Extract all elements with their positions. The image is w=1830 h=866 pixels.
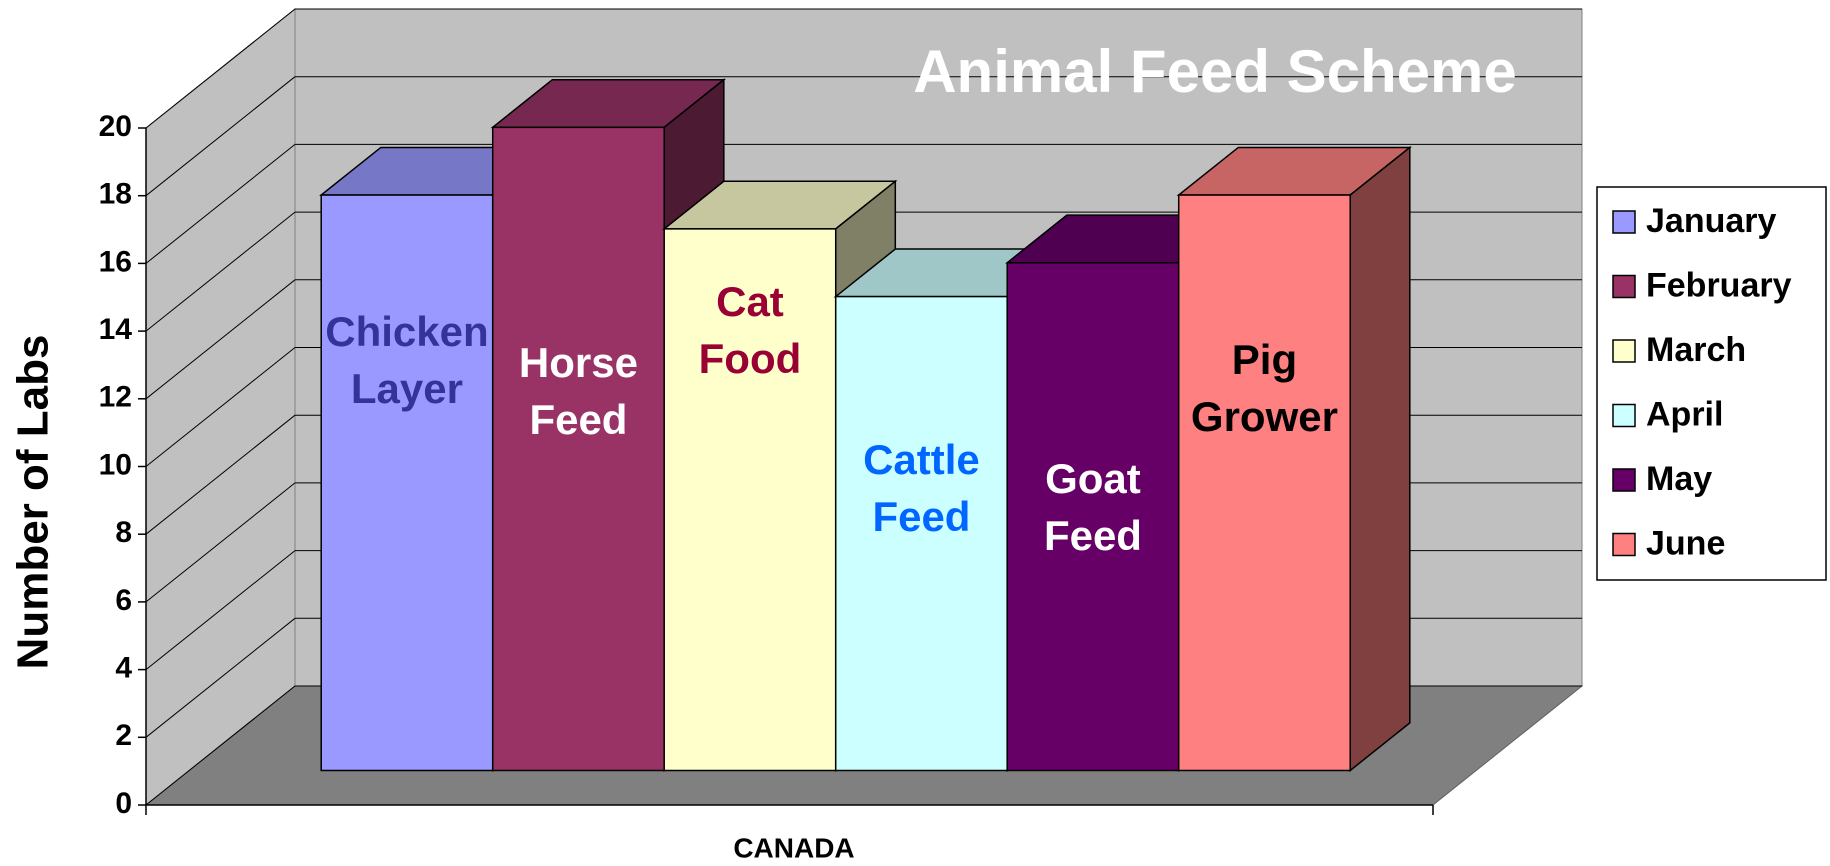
legend-label: May bbox=[1646, 460, 1712, 498]
bar bbox=[1006, 261, 1180, 772]
y-tick-label: 12 bbox=[99, 381, 132, 414]
grid-line bbox=[145, 550, 296, 670]
y-tick-label: 18 bbox=[99, 178, 132, 211]
x-category-label: CANADA bbox=[733, 832, 854, 863]
y-tick-label: 4 bbox=[115, 652, 132, 685]
bar bbox=[663, 228, 837, 772]
legend-label: February bbox=[1646, 266, 1792, 304]
bar-label: Goat bbox=[1045, 455, 1141, 502]
grid-line bbox=[145, 144, 296, 264]
legend-swatch bbox=[1612, 274, 1636, 299]
bar bbox=[1177, 194, 1351, 772]
legend-swatch bbox=[1612, 532, 1636, 557]
legend-label: January bbox=[1646, 202, 1776, 240]
bar-label: Cat bbox=[716, 278, 784, 325]
y-tick-label: 14 bbox=[99, 313, 133, 346]
chart-title: Animal Feed Scheme bbox=[913, 38, 1517, 105]
y-tick-label: 2 bbox=[115, 719, 132, 752]
bar-label: Horse bbox=[519, 339, 638, 386]
bar-label: Pig bbox=[1232, 336, 1297, 383]
bar-side bbox=[1349, 145, 1411, 773]
grid-line bbox=[145, 279, 296, 400]
legend-swatch bbox=[1612, 403, 1636, 428]
legend-swatch bbox=[1612, 210, 1636, 234]
y-tick-label: 10 bbox=[99, 448, 132, 481]
bar-label: Chicken bbox=[325, 308, 488, 355]
y-tick-label: 6 bbox=[115, 584, 132, 617]
y-tick-label: 16 bbox=[99, 245, 132, 278]
y-axis-label: Number of Labs bbox=[9, 335, 58, 670]
bar-label: Cattle bbox=[863, 436, 980, 483]
bar bbox=[320, 194, 494, 772]
bar-label: Layer bbox=[351, 365, 463, 412]
grid-line bbox=[145, 8, 296, 129]
legend-label: June bbox=[1646, 524, 1725, 562]
bar-label: Feed bbox=[529, 396, 627, 443]
legend-box bbox=[1596, 186, 1827, 581]
grid-line bbox=[145, 347, 296, 467]
bar-label: Grower bbox=[1191, 393, 1338, 440]
grid-line bbox=[145, 211, 296, 332]
legend-label: April bbox=[1646, 395, 1723, 433]
legend-swatch bbox=[1612, 339, 1636, 363]
y-tick-label: 0 bbox=[115, 787, 132, 820]
bar-label: Feed bbox=[1044, 512, 1142, 559]
bar-label: Food bbox=[699, 335, 802, 382]
y-tick-label: 8 bbox=[115, 516, 132, 549]
grid-line bbox=[145, 76, 296, 197]
grid-line bbox=[145, 617, 296, 738]
grid-line bbox=[145, 482, 296, 603]
bar-label: Feed bbox=[872, 493, 970, 540]
y-tick-label: 20 bbox=[99, 110, 132, 143]
grid-line bbox=[145, 414, 296, 535]
legend-label: March bbox=[1646, 331, 1746, 369]
grid-line bbox=[145, 685, 296, 806]
bar bbox=[834, 295, 1008, 772]
legend-swatch bbox=[1612, 468, 1636, 492]
bar bbox=[491, 126, 665, 772]
